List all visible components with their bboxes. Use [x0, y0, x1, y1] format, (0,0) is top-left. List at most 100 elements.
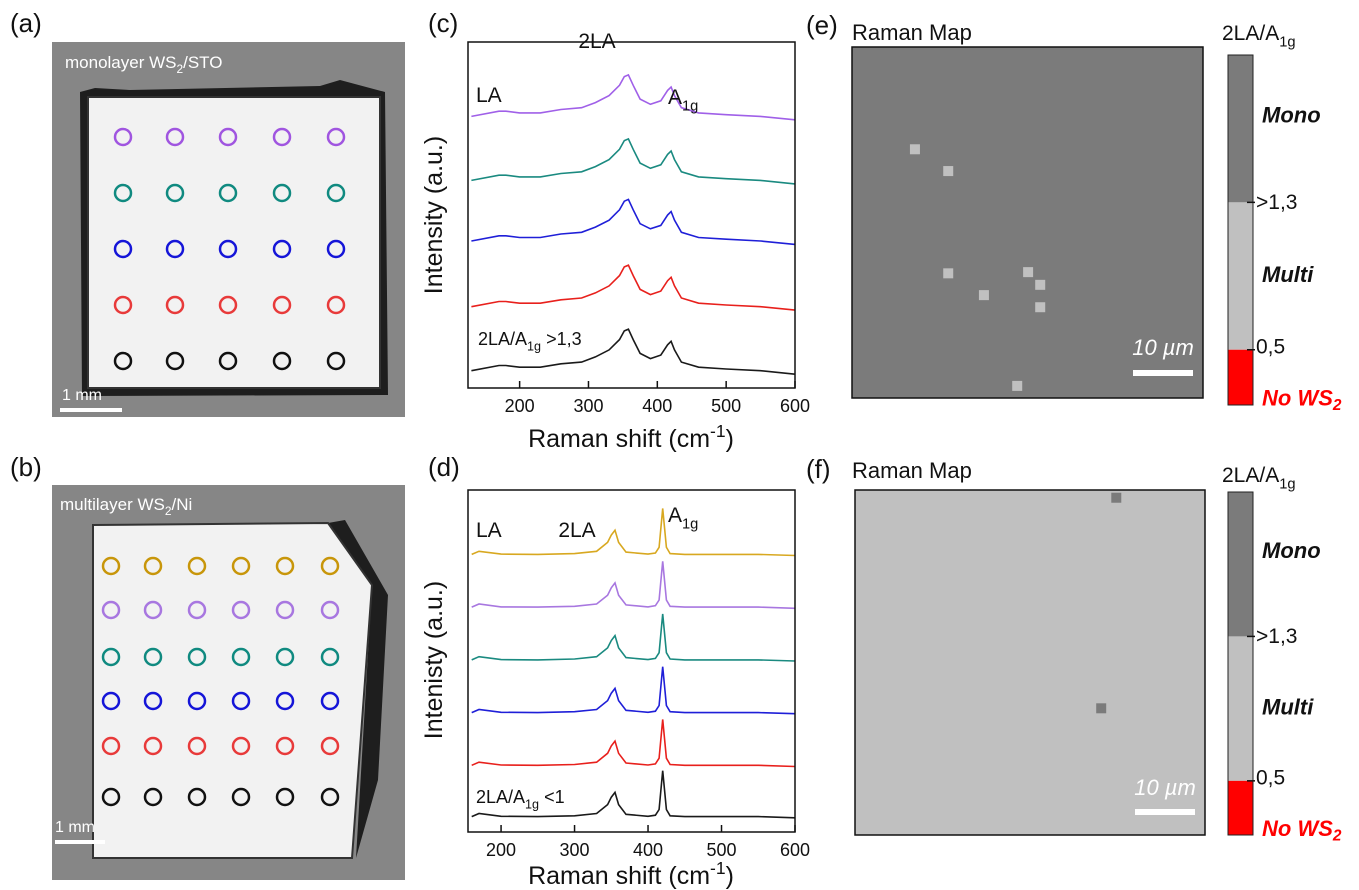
annotation-part: A	[668, 504, 682, 527]
x-tick-label: 200	[486, 840, 516, 860]
measurement-spot	[320, 691, 340, 711]
measurement-spot	[143, 787, 163, 807]
x-tick-label: 500	[706, 840, 736, 860]
map-pixel	[978, 290, 989, 301]
measurement-spot	[101, 600, 121, 620]
spectrum-line	[471, 666, 796, 715]
plot-frame	[467, 41, 796, 389]
measurement-spot	[275, 647, 295, 667]
measurement-spot	[143, 556, 163, 576]
measurement-spot	[320, 556, 340, 576]
colorbar-band	[1228, 202, 1253, 350]
measurement-spot	[320, 787, 340, 807]
measurement-spot	[187, 787, 207, 807]
spectrum-line	[471, 264, 796, 311]
annotation-part: 1g	[682, 516, 698, 532]
colorbar-band-label: Multi	[1262, 262, 1314, 287]
measurement-spot	[231, 691, 251, 711]
colorbar-tick-label: 0,5	[1256, 335, 1285, 358]
plot-frame	[467, 489, 796, 833]
measurement-spot	[272, 239, 292, 259]
x-axis-label-part: )	[726, 425, 734, 453]
measurement-spot	[113, 351, 133, 371]
annotation-part: >1,3	[541, 329, 582, 349]
x-tick-label: 300	[560, 840, 590, 860]
colorbar-band-label: Mono	[1262, 102, 1321, 127]
panel-label: (e)	[806, 10, 838, 40]
map-pixel	[1023, 267, 1034, 278]
spectrum-line	[471, 73, 796, 121]
measurement-spot	[165, 295, 185, 315]
map-pixel	[1111, 492, 1122, 503]
x-tick-label: 200	[505, 396, 535, 416]
map-frame	[854, 489, 1206, 836]
spectrum-line	[471, 198, 796, 246]
colorbar-band-label-part: 2	[1332, 828, 1342, 845]
annotation: A1g	[668, 86, 698, 114]
map-pixel	[1035, 279, 1046, 290]
colorbar-band-label-part: 2	[1332, 397, 1342, 414]
spectrum-line	[471, 508, 796, 557]
map-pixel	[909, 144, 920, 155]
annotation: 2LA	[558, 519, 595, 542]
image-caption-part: 2	[176, 62, 183, 76]
scale-bar-label: 1 mm	[62, 387, 102, 404]
colorbar-band	[1228, 492, 1253, 637]
scale-bar-label: 10 µm	[1132, 335, 1194, 360]
annotation: 2LA/A1g >1,3	[478, 329, 582, 353]
colorbar-title: 2LA/A1g	[1222, 464, 1296, 492]
measurement-spot	[320, 600, 340, 620]
map-pixel	[943, 166, 954, 177]
measurement-spot	[275, 600, 295, 620]
spectrum-line	[471, 770, 796, 819]
measurement-spot	[320, 647, 340, 667]
map-pixel	[1035, 302, 1046, 313]
scale-bar-label: 1 mm	[55, 819, 95, 836]
x-axis-label-part: Raman shift (cm	[528, 425, 710, 453]
colorbar-band	[1228, 636, 1253, 781]
measurement-spot	[320, 736, 340, 756]
measurement-spot	[275, 556, 295, 576]
y-axis-label: Intenisty (a.u.)	[420, 581, 448, 739]
measurement-spot	[143, 736, 163, 756]
measurement-spot	[326, 351, 346, 371]
measurement-spot	[326, 239, 346, 259]
measurement-spot	[231, 600, 251, 620]
map-pixel	[1012, 380, 1023, 391]
spectrum-line	[471, 561, 796, 610]
measurement-spot	[187, 736, 207, 756]
annotation-part: 2LA/A	[478, 329, 527, 349]
measurement-spot	[231, 556, 251, 576]
spectrum-line	[471, 613, 796, 662]
measurement-spot	[143, 647, 163, 667]
annotation-part: 2LA/A	[476, 787, 525, 807]
annotation: A1g	[668, 504, 698, 532]
panel-label: (b)	[10, 452, 42, 482]
measurement-spot	[165, 183, 185, 203]
colorbar-title-part: 2LA/A	[1222, 22, 1279, 45]
measurement-spot	[275, 787, 295, 807]
image-caption: monolayer WS2/STO	[65, 53, 222, 76]
measurement-spot	[218, 127, 238, 147]
annotation-part: A	[668, 86, 682, 109]
measurement-spot	[101, 736, 121, 756]
x-tick-label: 400	[642, 396, 672, 416]
colorbar-band	[1228, 780, 1253, 835]
measurement-spot	[218, 239, 238, 259]
measurement-spot	[101, 556, 121, 576]
annotation: 2LA	[578, 30, 615, 53]
sample-shadow	[328, 520, 388, 858]
spectrum-line	[471, 719, 796, 768]
measurement-spot	[187, 556, 207, 576]
measurement-spot	[218, 351, 238, 371]
measurement-spot	[113, 183, 133, 203]
colorbar-frame	[1227, 491, 1254, 836]
colorbar-frame	[1227, 54, 1254, 406]
map-title: Raman Map	[852, 458, 972, 483]
image-caption-part: 2	[165, 504, 172, 518]
x-tick-label: 400	[633, 840, 663, 860]
measurement-spot	[272, 351, 292, 371]
colorbar-tick-label: >1,3	[1256, 191, 1297, 214]
colorbar-title-part: 1g	[1279, 476, 1295, 492]
measurement-spot	[101, 787, 121, 807]
